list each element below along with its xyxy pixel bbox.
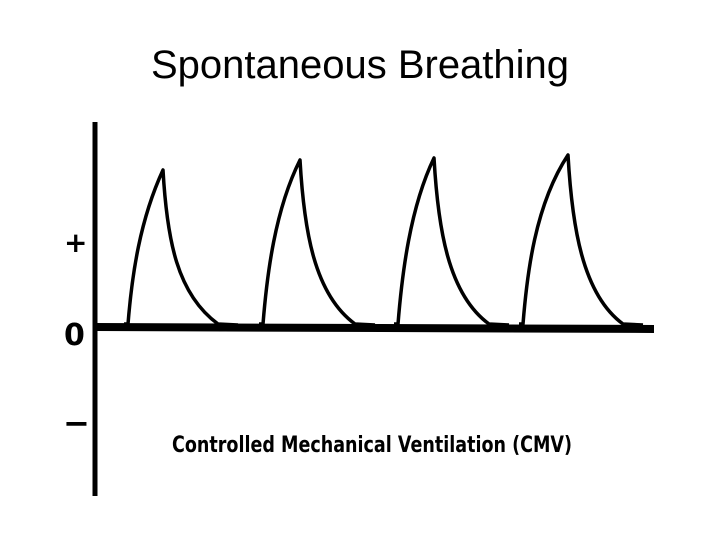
breath-cycle-4 <box>519 153 644 327</box>
breath-cycle-2 <box>259 158 376 327</box>
baseline <box>94 323 655 333</box>
breath-cycle-3 <box>394 156 510 327</box>
breath-cycle-1 <box>124 168 239 327</box>
zero-symbol: 0 <box>64 318 85 353</box>
slide-title: Spontaneous Breathing <box>150 43 570 87</box>
pressure-waveform <box>124 153 644 327</box>
plus-symbol: + <box>64 226 87 259</box>
waveform-caption: Controlled Mechanical Ventilation (CMV) <box>172 433 572 458</box>
minus-symbol: − <box>63 404 90 442</box>
